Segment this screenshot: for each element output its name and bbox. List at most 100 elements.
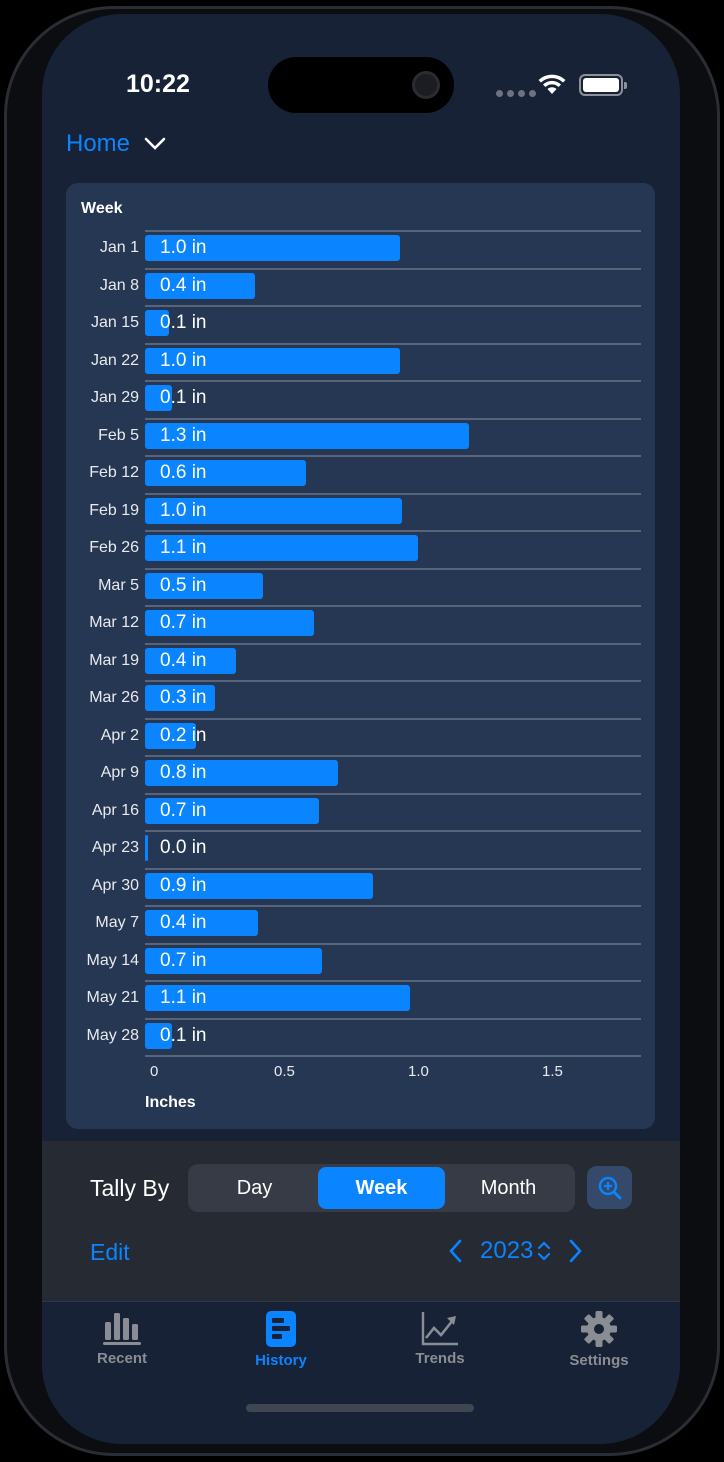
bar-value-label: 1.1 in [160, 987, 207, 1008]
tab-label: Recent [96, 1350, 148, 1367]
bar-value-label: 1.0 in [160, 237, 207, 258]
bar-value-label: 0.1 in [160, 387, 207, 408]
bar-value-label: 0.2 in [160, 724, 207, 746]
year-picker[interactable]: 2023 [480, 1237, 551, 1265]
week-label: Apr 2 [100, 726, 139, 744]
tab-history[interactable]: History [221, 1310, 341, 1369]
chart-row: May 28 0.1 in [66, 1018, 655, 1057]
week-label: Mar 19 [89, 651, 139, 669]
tab-recent[interactable]: Recent [62, 1310, 182, 1367]
bar-value-label: 0.5 in [160, 574, 207, 596]
bar [145, 422, 470, 449]
gridline [145, 417, 641, 420]
gridline [145, 342, 641, 345]
bar [145, 235, 400, 261]
bar [145, 535, 419, 561]
week-label: Feb 5 [98, 426, 139, 444]
week-label: Feb 26 [89, 539, 139, 556]
week-label: Feb 19 [89, 501, 139, 519]
tally-by-label: Tally By [90, 1175, 170, 1201]
bar [145, 647, 237, 674]
bar [145, 797, 320, 824]
gridline [145, 305, 641, 307]
tab-settings[interactable]: Settings [539, 1310, 659, 1369]
home-indicator[interactable] [246, 1404, 474, 1412]
week-label: Apr 23 [91, 839, 139, 856]
wifi-icon [538, 74, 566, 94]
bar-value-label: 0.8 in [160, 762, 207, 783]
chart-row: Jan 29 0.1 in [66, 380, 655, 420]
x-tick: 1.0 [408, 1063, 429, 1080]
x-tick: 0.5 [274, 1063, 295, 1080]
up-down-chevron-icon [538, 1241, 551, 1261]
gridline [145, 530, 641, 532]
tab-label: Trends [415, 1350, 465, 1367]
bar-value-label: 0.4 in [160, 274, 207, 296]
gridline [145, 567, 641, 570]
week-label: Feb 12 [89, 464, 139, 481]
gridline [145, 1055, 641, 1057]
gridline [145, 792, 641, 795]
chart-row: Apr 23 0.0 in [66, 830, 655, 870]
x-tick: 1.5 [542, 1063, 563, 1080]
bar-value-label: 0.7 in [160, 799, 207, 821]
location-selector[interactable]: Home [66, 130, 166, 158]
bar-value-label: 0.1 in [160, 312, 207, 333]
bar-value-label: 0.0 in [160, 837, 207, 858]
bar [145, 760, 338, 786]
status-bar: 10:22 [42, 14, 680, 124]
chart-row: Jan 22 1.0 in [66, 343, 655, 382]
segment-day[interactable]: Day [236, 1176, 273, 1199]
gridline [145, 680, 641, 682]
bar [145, 310, 170, 336]
x-tick: 0 [150, 1063, 159, 1080]
trend-chart-icon [421, 1312, 458, 1346]
history-list-icon [266, 1311, 296, 1347]
bar [145, 835, 148, 861]
bar-value-label: 1.1 in [160, 537, 207, 558]
gridline [145, 1017, 641, 1020]
bar-value-label: 0.7 in [160, 612, 207, 633]
week-label: Jan 29 [90, 389, 139, 406]
gridline [145, 905, 641, 907]
bar-value-label: 1.3 in [160, 424, 207, 446]
previous-year-button[interactable] [448, 1239, 464, 1263]
segment-week[interactable]: Week [318, 1167, 445, 1209]
bar [145, 272, 255, 299]
year-navigator: 2023 [448, 1237, 583, 1265]
next-year-button[interactable] [567, 1239, 583, 1263]
dynamic-island [268, 57, 454, 113]
bar [145, 497, 403, 524]
gridline [145, 267, 641, 270]
chart-row: Feb 19 1.0 in [66, 493, 655, 532]
battery-icon [579, 74, 627, 96]
bar [145, 610, 314, 636]
chart-row: Apr 30 0.9 in [66, 868, 655, 907]
gridline [145, 492, 641, 495]
tab-label: History [255, 1352, 307, 1369]
chart-row: May 7 0.4 in [66, 905, 655, 945]
tally-segmented-control[interactable]: Day Week Month [188, 1164, 575, 1212]
chevron-down-icon [144, 137, 166, 150]
week-label: Apr 16 [91, 801, 139, 819]
bar [145, 572, 263, 599]
tab-trends[interactable]: Trends [380, 1310, 500, 1367]
signal-icon [496, 90, 536, 97]
edit-button[interactable]: Edit [90, 1239, 130, 1265]
segment-month[interactable]: Month [480, 1176, 537, 1199]
bar [145, 460, 306, 486]
gridline [145, 717, 641, 720]
chart-row: Jan 15 0.1 in [66, 305, 655, 345]
bar-value-label: 0.1 in [160, 1024, 207, 1046]
zoom-button[interactable] [587, 1166, 632, 1209]
chart-row: Apr 9 0.8 in [66, 755, 655, 795]
gridline [145, 455, 641, 457]
chart-row: Feb 5 1.3 in [66, 418, 655, 457]
week-label: May 7 [95, 914, 139, 931]
bar [145, 985, 411, 1011]
bar [145, 722, 196, 749]
bar-value-label: 0.9 in [160, 874, 207, 896]
gridline [145, 755, 641, 757]
bar-value-label: 0.6 in [160, 462, 207, 483]
gear-icon [581, 1311, 617, 1347]
